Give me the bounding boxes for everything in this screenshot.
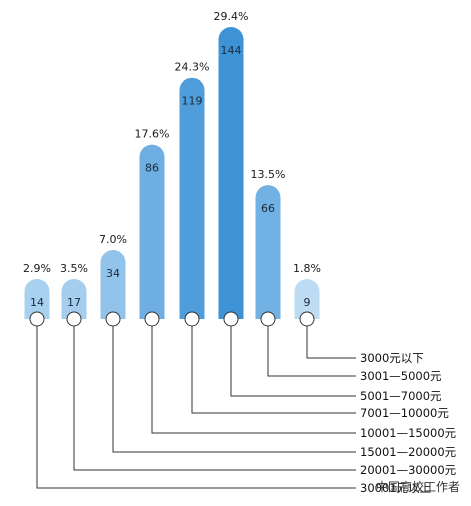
marker-circle-6 [260,311,276,327]
bar-3 [139,144,165,319]
percent-label-6: 13.5% [251,168,286,181]
marker-circle-1 [66,311,82,327]
count-label-0: 14 [30,296,44,309]
count-label-6: 66 [261,202,275,215]
count-label-5: 144 [221,44,242,57]
bar-0 [24,279,50,319]
percent-label-0: 2.9% [23,262,51,275]
bar-4 [179,77,205,319]
category-label-4: 10001—15000元 [360,426,457,440]
watermark-text: 中国高校工作者 [376,479,460,494]
connector-line-6 [267,326,356,377]
percent-label-3: 17.6% [135,128,170,141]
percent-label-1: 3.5% [60,262,88,275]
marker-circle-4 [184,311,200,327]
category-label-7: 30001元以上 [360,481,431,495]
connector-line-0 [36,326,356,489]
connector-line-2 [112,326,356,453]
category-label-0: 3000元以下 [360,351,424,365]
marker-circle-0 [29,311,45,327]
category-label-2: 5001—7000元 [360,389,442,403]
category-label-5: 15001—20000元 [360,445,457,459]
percent-label-7: 1.8% [293,262,321,275]
category-label-6: 20001—30000元 [360,463,457,477]
bar-2 [100,250,126,319]
category-labels: 3000元以下 3001—5000元 5001—7000元 7001—10000元 10… [360,351,457,495]
bar-6 [255,185,281,319]
marker-circle-7 [299,311,315,327]
bars-layer: 2.9% 14 3.5% 17 7.0% 34 17.6% 86 24.3% 119 29.4% 14… [23,10,321,319]
connectors-layer [36,326,356,489]
count-label-7: 9 [304,296,311,309]
category-label-3: 7001—10000元 [360,406,449,420]
percent-label-5: 29.4% [214,10,249,23]
percent-label-4: 24.3% [175,61,210,74]
percent-label-2: 7.0% [99,233,127,246]
bar-1 [61,279,87,319]
markers-layer [29,311,315,327]
count-label-3: 86 [145,162,159,175]
count-label-2: 34 [106,267,120,280]
marker-circle-2 [105,311,121,327]
marker-circle-5 [223,311,239,327]
connector-line-4 [191,326,356,414]
count-label-4: 119 [182,95,203,108]
connector-line-5 [230,326,356,397]
count-label-1: 17 [67,296,81,309]
category-label-1: 3001—5000元 [360,369,442,383]
bar-7 [294,279,320,319]
marker-circle-3 [144,311,160,327]
bar-5 [218,26,244,319]
connector-line-1 [73,326,356,471]
connector-line-3 [151,326,356,434]
connector-line-7 [306,326,356,359]
